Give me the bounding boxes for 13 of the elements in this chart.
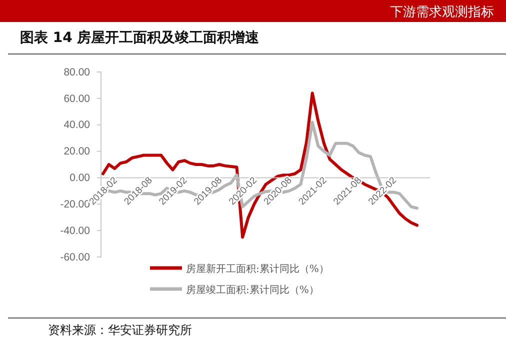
y-tick-label: -20.00 [60,198,90,211]
y-tick-label: -40.00 [60,224,90,237]
y-tick-label: 20.00 [64,146,90,158]
legend-label: 房屋竣工面积:累计同比（%） [186,284,319,296]
y-tick-label: 60.00 [64,92,90,105]
chart-title: 图表 14 房屋开工面积及竣工面积增速 [20,29,260,46]
y-tick-label: 0.00 [70,172,90,184]
y-tick-label: 80.00 [64,66,90,78]
y-tick-label: -60.00 [60,251,90,264]
text: 资料来源：华安证券研究所 [48,323,192,337]
legend-label: 房屋新开工面积:累计同比（%） [186,263,329,275]
y-tick-label: 40.00 [64,119,90,132]
text: 下游需求观测指标 [390,5,494,20]
